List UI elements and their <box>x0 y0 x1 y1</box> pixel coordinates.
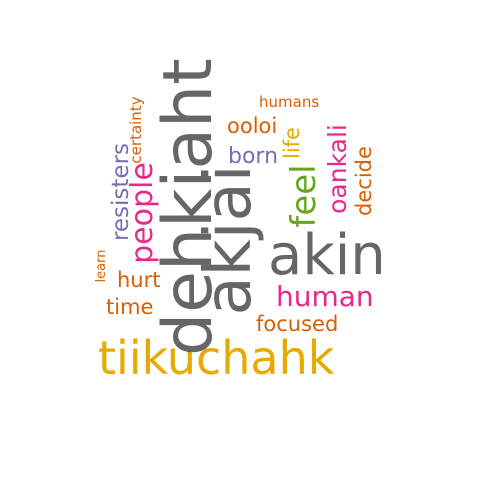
word-hurt: hurt <box>117 268 161 292</box>
word-ooloi: ooloi <box>227 114 278 138</box>
word-focused: focused <box>256 312 339 336</box>
word-akin: akin <box>268 223 386 288</box>
word-oankali: oankali <box>323 124 352 214</box>
word-humans: humans <box>259 93 320 111</box>
word-life: life <box>280 127 304 159</box>
word-decide: decide <box>352 146 376 216</box>
word-time: time <box>106 295 154 319</box>
word-born: born <box>228 144 279 169</box>
word-feel: feel <box>284 164 324 228</box>
word-learn: learn <box>94 249 109 283</box>
word-akjai: akjai <box>192 164 266 316</box>
word-human: human <box>276 280 374 313</box>
word-certainty: certainty <box>127 96 145 164</box>
word-tiikuchahk: tiikuchahk <box>98 331 335 385</box>
